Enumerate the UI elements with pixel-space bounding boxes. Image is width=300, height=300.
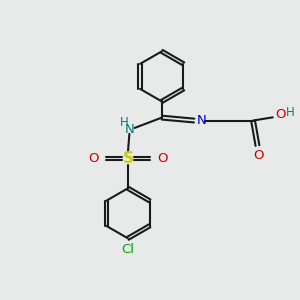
Text: N: N xyxy=(197,114,207,127)
Text: H: H xyxy=(120,116,129,129)
Text: Cl: Cl xyxy=(122,243,134,256)
Text: N: N xyxy=(124,123,134,136)
Text: O: O xyxy=(158,152,168,165)
Text: H: H xyxy=(286,106,295,119)
Text: S: S xyxy=(122,151,134,166)
Text: O: O xyxy=(275,108,286,121)
Text: O: O xyxy=(253,148,263,161)
Text: O: O xyxy=(88,152,98,165)
